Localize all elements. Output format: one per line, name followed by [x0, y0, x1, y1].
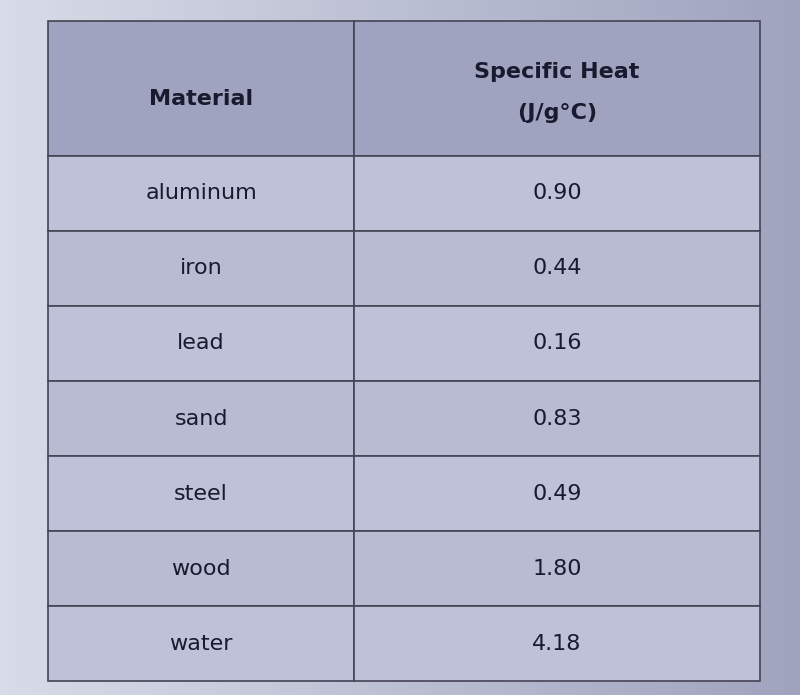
Bar	[354, 531, 760, 606]
Text: 0.44: 0.44	[532, 259, 582, 279]
Text: 1.80: 1.80	[532, 559, 582, 578]
Bar	[354, 456, 760, 531]
Bar	[48, 606, 354, 681]
Text: sand: sand	[174, 409, 228, 429]
Bar	[48, 456, 354, 531]
Bar	[48, 156, 354, 231]
Text: iron: iron	[180, 259, 222, 279]
Text: wood: wood	[171, 559, 231, 578]
Bar	[48, 306, 354, 381]
Bar	[48, 231, 354, 306]
Text: 0.83: 0.83	[532, 409, 582, 429]
Text: (J/g°C): (J/g°C)	[517, 103, 597, 123]
Bar	[48, 381, 354, 456]
Text: 0.90: 0.90	[532, 183, 582, 204]
Text: aluminum: aluminum	[146, 183, 257, 204]
Bar	[48, 21, 354, 156]
Text: Specific Heat: Specific Heat	[474, 62, 640, 82]
Text: 4.18: 4.18	[532, 634, 582, 653]
Bar	[354, 156, 760, 231]
Text: 0.16: 0.16	[532, 334, 582, 354]
Text: water: water	[170, 634, 233, 653]
Text: lead: lead	[178, 334, 225, 354]
Text: Material: Material	[149, 89, 253, 109]
Bar	[48, 531, 354, 606]
Bar	[354, 21, 760, 156]
Text: steel: steel	[174, 484, 228, 504]
Text: 0.49: 0.49	[532, 484, 582, 504]
Bar	[354, 381, 760, 456]
Bar	[354, 306, 760, 381]
Bar	[354, 231, 760, 306]
Bar	[354, 606, 760, 681]
